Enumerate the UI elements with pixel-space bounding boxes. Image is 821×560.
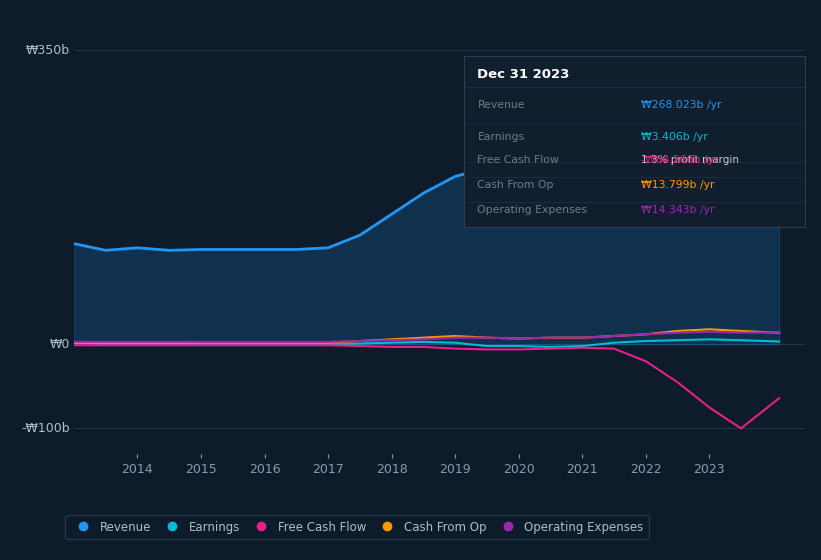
Text: ₩14.343b /yr: ₩14.343b /yr — [641, 204, 714, 214]
Text: ₩0: ₩0 — [50, 338, 71, 351]
Text: Revenue: Revenue — [478, 100, 525, 110]
Text: Operating Expenses: Operating Expenses — [478, 204, 588, 214]
Text: Free Cash Flow: Free Cash Flow — [478, 155, 559, 165]
Text: ₩13.799b /yr: ₩13.799b /yr — [641, 180, 714, 190]
Text: Cash From Op: Cash From Op — [478, 180, 554, 190]
Text: 1.3% profit margin: 1.3% profit margin — [641, 155, 739, 165]
Text: ₩3.406b /yr: ₩3.406b /yr — [641, 132, 708, 142]
Text: -₩100b: -₩100b — [21, 422, 71, 435]
Text: Dec 31 2023: Dec 31 2023 — [478, 68, 570, 81]
Legend: Revenue, Earnings, Free Cash Flow, Cash From Op, Operating Expenses: Revenue, Earnings, Free Cash Flow, Cash … — [65, 515, 649, 539]
Text: ₩350b: ₩350b — [26, 44, 71, 57]
Text: Earnings: Earnings — [478, 132, 525, 142]
Text: ₩268.023b /yr: ₩268.023b /yr — [641, 100, 722, 110]
Text: -₩64.266b /yr: -₩64.266b /yr — [641, 155, 718, 165]
